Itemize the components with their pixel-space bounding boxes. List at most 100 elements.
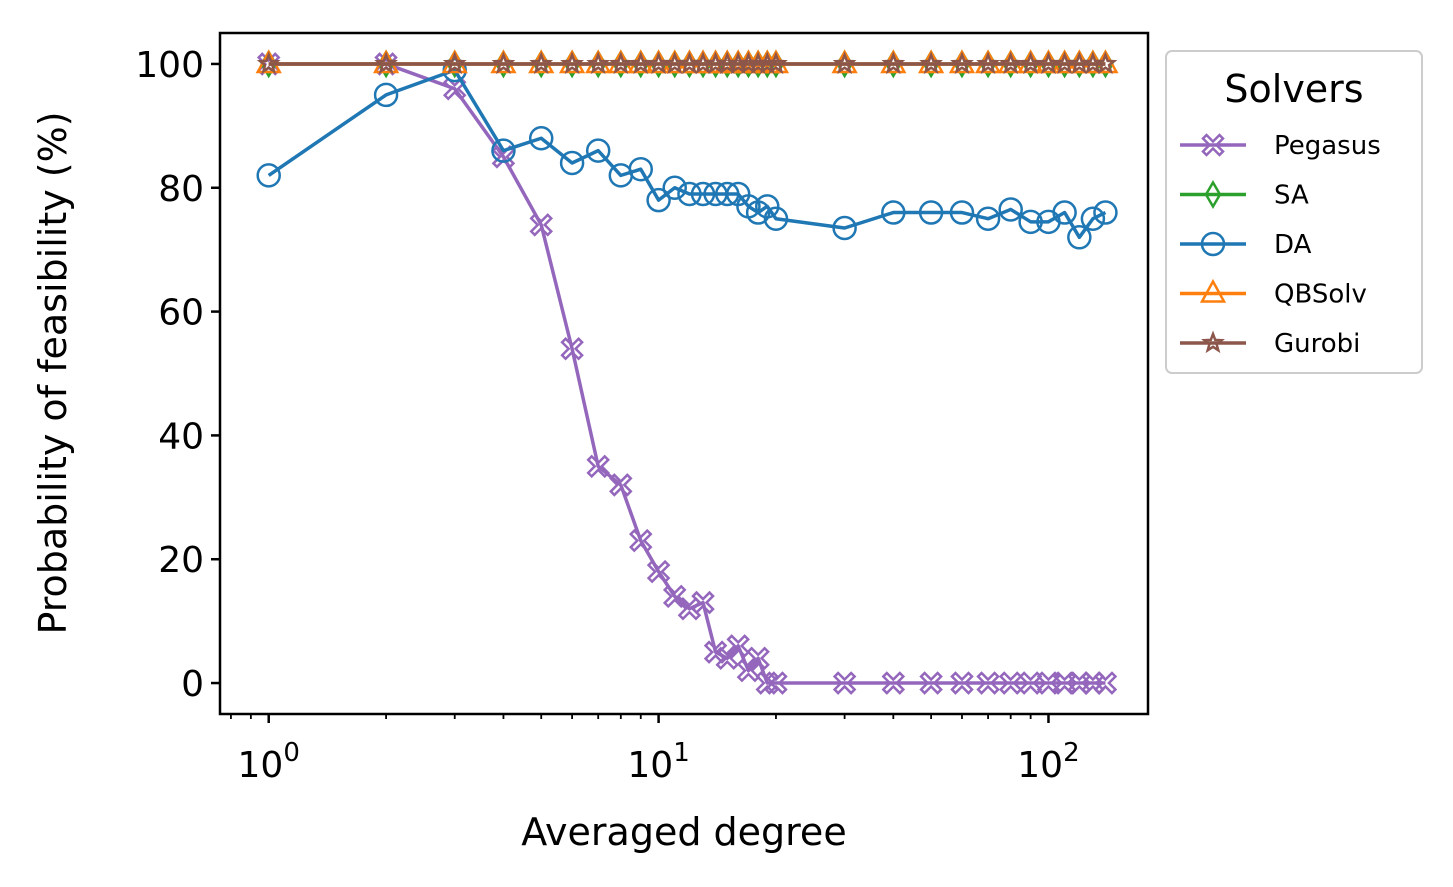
series-gurobi-point [442, 51, 467, 75]
plot-series [255, 49, 1119, 695]
series-da-point [1067, 225, 1092, 250]
series-da-line [267, 68, 1107, 240]
series-da-point [646, 187, 671, 213]
legend-entry-da: DA [1180, 230, 1312, 260]
series-gurobi-point [1093, 51, 1118, 75]
series-da-point [763, 206, 789, 231]
series-gurobi-point [998, 51, 1023, 75]
y-tick-label: 80 [158, 169, 204, 210]
series-pegasus-point [764, 671, 788, 695]
y-tick-label: 60 [158, 293, 204, 334]
series-pegasus-point [881, 671, 906, 695]
series-da-point [628, 156, 654, 182]
legend-entry-qbsolv: QBSolv [1180, 278, 1367, 310]
series-da-point [1018, 209, 1043, 235]
series-pegasus-point [736, 658, 761, 683]
series-pegasus-point [442, 76, 467, 101]
y-tick-label: 0 [181, 664, 204, 705]
series-gurobi-point [608, 51, 633, 75]
y-tick-label: 20 [158, 540, 204, 581]
series-da-point [998, 197, 1023, 222]
legend-swatch-marker [1204, 180, 1222, 209]
series-gurobi-point [491, 51, 516, 75]
legend-label-pegasus: Pegasus [1274, 131, 1381, 161]
series-gurobi-point [529, 51, 554, 75]
legend-entry-sa: SA [1180, 180, 1309, 211]
series-pegasus-point [1093, 671, 1118, 695]
x-tick-label: 102 [1017, 738, 1079, 786]
series-pegasus-point [950, 671, 974, 695]
series-pegasus-point [703, 640, 728, 664]
series-pegasus-point [628, 528, 653, 553]
series-da [256, 57, 1118, 250]
x-tick-label: 100 [238, 738, 300, 786]
legend-swatch-marker [1200, 231, 1226, 257]
series-da-point [755, 194, 780, 219]
series-da-point [491, 138, 516, 163]
series-gurobi-point [256, 51, 281, 75]
series-pegasus-point [832, 671, 857, 695]
series-pegasus-point [1036, 671, 1061, 695]
series-da-point [881, 200, 906, 225]
legend-entry-pegasus: Pegasus [1180, 131, 1381, 161]
legend-label-sa: SA [1274, 181, 1309, 211]
series-gurobi-point [374, 51, 399, 75]
series-pegasus [256, 52, 1118, 695]
series-da-point [714, 181, 740, 207]
series-pegasus-point [560, 336, 584, 361]
series-pegasus-point [662, 584, 687, 609]
series-pegasus-point [609, 473, 633, 497]
legend: Solvers Pegasus SA DA QBSolv Gurobi [1165, 50, 1423, 374]
series-gurobi-point [881, 51, 906, 75]
series-da-point [832, 215, 857, 241]
series-gurobi [256, 51, 1118, 75]
legend-label-gurobi: Gurobi [1274, 329, 1360, 359]
series-da-point [373, 82, 399, 108]
legend-label-qbsolv: QBSolv [1274, 280, 1367, 310]
series-gurobi-point [560, 51, 585, 75]
series-da-point [690, 181, 716, 207]
plot-frame [218, 31, 1150, 716]
series-pegasus-point [691, 590, 715, 615]
series-pegasus-point [976, 671, 1000, 695]
x-axis-label: Averaged degree [521, 810, 846, 854]
y-tick-label: 100 [135, 45, 204, 86]
series-da-point [918, 200, 944, 225]
series-da-point [662, 175, 687, 201]
legend-title: Solvers [1224, 67, 1363, 111]
y-axis-label: Probability of feasibility (%) [31, 111, 75, 634]
x-axis: 100 101 102 [230, 714, 1080, 786]
series-da-point [677, 181, 702, 207]
legend-entry-gurobi: Gurobi [1180, 329, 1360, 359]
legend-swatch-marker [1201, 133, 1225, 157]
series-pegasus-point [529, 213, 553, 237]
series-da-point [975, 206, 1001, 231]
legend-swatch-marker [1199, 278, 1227, 303]
legend-label-da: DA [1274, 230, 1312, 260]
x-tick-label: 101 [627, 738, 689, 786]
series-da-point [585, 138, 611, 163]
series-da-point [256, 163, 281, 188]
series-gurobi-point [919, 51, 944, 75]
series-pegasus-point [746, 646, 770, 671]
series-pegasus-point [586, 454, 610, 479]
series-da-point [1093, 200, 1118, 225]
series-da-point [1080, 206, 1106, 231]
legend-swatch-marker [1201, 330, 1225, 354]
series-pegasus-point [1018, 671, 1043, 695]
y-axis: 0 20 40 60 80 100 [135, 45, 220, 705]
series-pegasus-point [646, 559, 671, 584]
series-gurobi-point [950, 51, 974, 75]
series-gurobi-point [764, 51, 788, 75]
series-gurobi-point [1018, 51, 1043, 75]
series-gurobi-point [628, 51, 653, 75]
series-pegasus-line [268, 62, 1106, 685]
series-da-point [528, 125, 554, 151]
series-gurobi-point [586, 51, 611, 75]
series-gurobi-point [976, 51, 1001, 75]
series-pegasus-point [726, 634, 750, 658]
series-da-point [1052, 200, 1077, 225]
series-pegasus-point [919, 671, 943, 695]
y-tick-label: 40 [158, 416, 204, 457]
